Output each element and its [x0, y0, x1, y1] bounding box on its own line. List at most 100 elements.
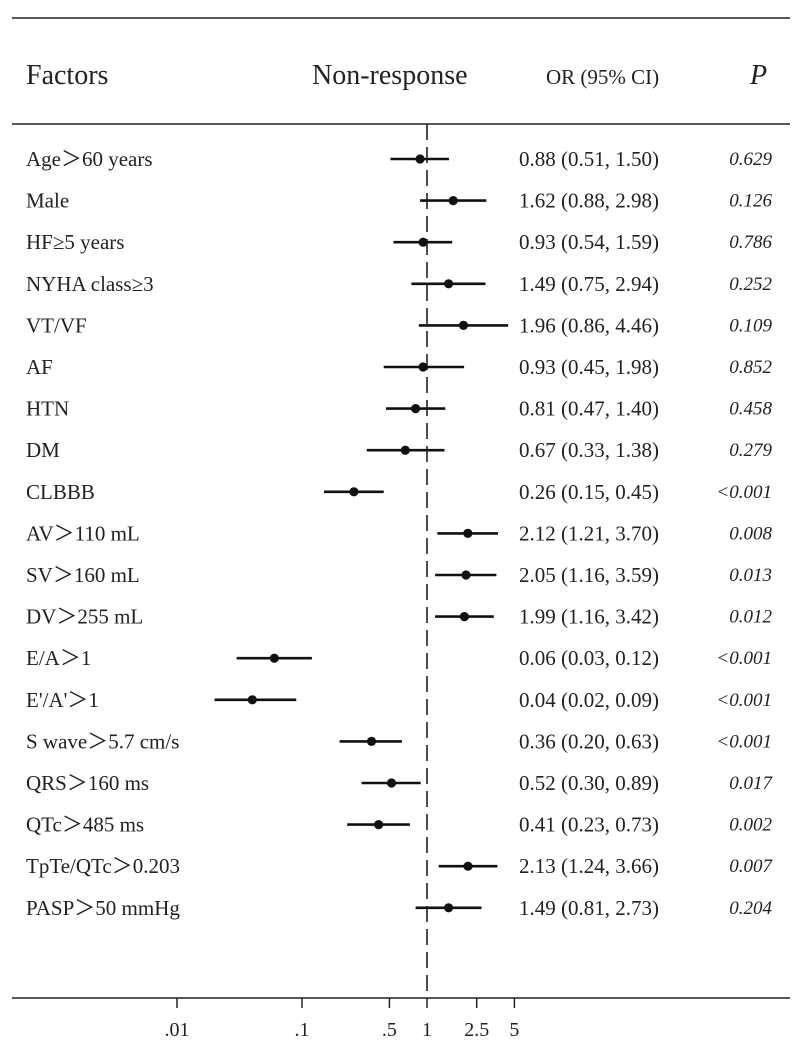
factor-label: E'/A'＞1	[26, 688, 99, 712]
or-ci-label: 0.88 (0.51, 1.50)	[519, 147, 659, 171]
factor-label: PASP＞50 mmHg	[26, 896, 180, 920]
p-value-label: 0.008	[729, 523, 772, 544]
x-tick-label: 1	[422, 1019, 432, 1041]
point-estimate	[418, 237, 428, 247]
p-value-label: 0.013	[729, 565, 772, 586]
point-estimate	[444, 279, 454, 289]
or-ci-label: 0.93 (0.45, 1.98)	[519, 355, 659, 379]
forest-row: AF 0.93 (0.45, 1.98) 0.852	[26, 355, 773, 379]
p-value-label: 0.204	[729, 898, 772, 919]
factor-label: Age＞60 years	[26, 147, 153, 171]
rows-group: Age＞60 years 0.88 (0.51, 1.50) 0.629 Male 1.…	[26, 147, 774, 920]
forest-row: E'/A'＞1 0.04 (0.02, 0.09) <0.001	[26, 688, 772, 712]
p-value-label: 0.252	[729, 274, 772, 295]
point-estimate	[458, 320, 469, 330]
point-estimate	[349, 487, 359, 497]
or-ci-label: 0.93 (0.54, 1.59)	[519, 230, 659, 254]
forest-row: SV＞160 mL 2.05 (1.16, 3.59) 0.013	[26, 563, 772, 587]
x-tick-label: 2.5	[464, 1019, 489, 1041]
factor-label: Male	[26, 189, 69, 213]
point-estimate	[400, 445, 410, 455]
point-estimate	[463, 861, 473, 871]
or-ci-label: 1.49 (0.75, 2.94)	[519, 272, 659, 296]
or-ci-label: 0.67 (0.33, 1.38)	[519, 438, 659, 462]
x-tick-label: .01	[165, 1019, 190, 1041]
factor-label: QTc＞485 ms	[26, 813, 144, 837]
or-ci-label: 2.05 (1.16, 3.59)	[519, 563, 659, 587]
point-estimate	[374, 820, 384, 830]
or-ci-label: 0.41 (0.23, 0.73)	[519, 813, 659, 837]
p-value-label: 0.458	[729, 399, 772, 420]
or-ci-label: 0.36 (0.20, 0.63)	[519, 729, 659, 753]
forest-row: QTc＞485 ms 0.41 (0.23, 0.73) 0.002	[26, 813, 773, 837]
p-value-label: 0.017	[729, 773, 773, 794]
factor-label: DM	[26, 438, 60, 462]
factor-label: S wave＞5.7 cm/s	[26, 729, 179, 753]
point-estimate	[461, 570, 471, 580]
or-ci-label: 0.81 (0.47, 1.40)	[519, 397, 659, 421]
p-value-label: 0.629	[729, 149, 772, 170]
point-estimate	[247, 695, 257, 705]
factor-label: CLBBB	[26, 480, 95, 504]
x-ticks-group: .01 .1 .5 1 2.5 5	[165, 998, 519, 1041]
or-ci-label: 1.62 (0.88, 2.98)	[519, 189, 659, 213]
p-value-label: 0.109	[729, 315, 772, 336]
forest-row: QRS＞160 ms 0.52 (0.30, 0.89) 0.017	[26, 771, 774, 795]
forest-row: DM 0.67 (0.33, 1.38) 0.279	[26, 438, 773, 462]
p-value-label: 0.126	[729, 191, 772, 212]
forest-row: CLBBB 0.26 (0.15, 0.45) <0.001	[26, 480, 772, 504]
x-tick-label: .1	[295, 1019, 310, 1041]
factor-label: TpTe/QTc＞0.203	[26, 854, 180, 878]
x-tick-label: .5	[382, 1019, 397, 1041]
or-ci-label: 1.96 (0.86, 4.46)	[519, 313, 659, 337]
forest-row: DV＞255 mL 1.99 (1.16, 3.42) 0.012	[26, 605, 773, 629]
or-ci-label: 2.12 (1.21, 3.70)	[519, 521, 659, 545]
factor-label: HTN	[26, 397, 69, 421]
p-value-label: <0.001	[716, 482, 772, 503]
factor-label: AF	[26, 355, 53, 379]
forest-row: S wave＞5.7 cm/s 0.36 (0.20, 0.63) <0.001	[26, 729, 772, 753]
or-ci-label: 0.52 (0.30, 0.89)	[519, 771, 659, 795]
p-value-label: 0.012	[729, 607, 772, 628]
factor-label: QRS＞160 ms	[26, 771, 149, 795]
point-estimate	[418, 362, 428, 372]
forest-row: Male 1.62 (0.88, 2.98) 0.126	[26, 189, 773, 213]
factor-label: HF≥5 years	[26, 230, 124, 254]
factor-label: NYHA class≥3	[26, 272, 154, 296]
point-estimate	[444, 903, 454, 913]
point-estimate	[463, 528, 473, 539]
point-estimate	[448, 196, 458, 206]
factor-label: AV＞110 mL	[26, 521, 140, 545]
or-ci-label: 1.99 (1.16, 3.42)	[519, 605, 659, 629]
forest-row: E/A＞1 0.06 (0.03, 0.12) <0.001	[26, 646, 772, 670]
header-or-ci: OR (95% CI)	[546, 65, 659, 89]
factor-label: SV＞160 mL	[26, 563, 140, 587]
or-ci-label: 2.13 (1.24, 3.66)	[519, 854, 659, 878]
p-value-label: 0.852	[729, 357, 772, 378]
point-estimate	[386, 778, 397, 788]
forest-row: PASP＞50 mmHg 1.49 (0.81, 2.73) 0.204	[26, 896, 773, 920]
point-estimate	[415, 154, 425, 164]
point-estimate	[366, 736, 377, 747]
header-group: Non-response	[312, 60, 468, 91]
or-ci-label: 0.26 (0.15, 0.45)	[519, 480, 659, 504]
point-estimate	[269, 653, 279, 663]
factor-label: E/A＞1	[26, 646, 91, 670]
factor-label: DV＞255 mL	[26, 605, 143, 629]
point-estimate	[459, 612, 469, 622]
p-value-label: <0.001	[716, 731, 772, 752]
forest-row: TpTe/QTc＞0.203 2.13 (1.24, 3.66) 0.007	[26, 854, 774, 878]
forest-row: NYHA class≥3 1.49 (0.75, 2.94) 0.252	[26, 272, 773, 296]
forest-row: VT/VF 1.96 (0.86, 4.46) 0.109	[26, 313, 773, 337]
point-estimate	[411, 404, 421, 414]
forest-row: HF≥5 years 0.93 (0.54, 1.59) 0.786	[26, 230, 773, 254]
p-value-label: 0.007	[729, 856, 773, 877]
forest-row: Age＞60 years 0.88 (0.51, 1.50) 0.629	[26, 147, 773, 171]
p-value-label: <0.001	[716, 690, 772, 711]
forest-row: AV＞110 mL 2.12 (1.21, 3.70) 0.008	[26, 521, 773, 545]
header-factors: Factors	[26, 60, 108, 91]
header-p: P	[749, 60, 767, 91]
or-ci-label: 1.49 (0.81, 2.73)	[519, 896, 659, 920]
p-value-label: <0.001	[716, 648, 772, 669]
